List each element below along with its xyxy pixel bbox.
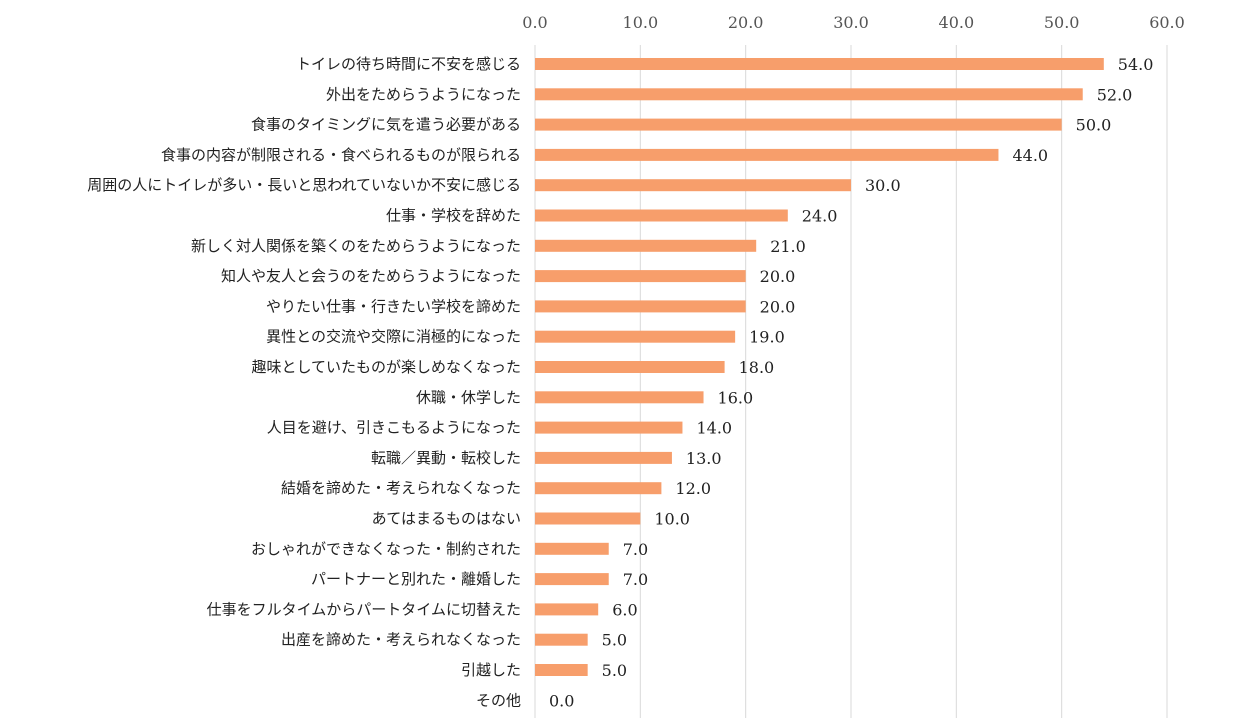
data-label: 19.0: [749, 328, 785, 347]
data-label: 20.0: [760, 267, 796, 286]
category-label: 転職／異動・転校した: [371, 449, 521, 467]
data-label: 52.0: [1097, 85, 1133, 104]
bar: [535, 58, 1104, 70]
bar: [535, 573, 609, 586]
bar: [535, 118, 1062, 131]
data-label: 13.0: [686, 449, 722, 468]
bars: [535, 58, 1104, 676]
data-label: 18.0: [739, 358, 775, 377]
category-label: 出産を諦めた・考えられなくなった: [281, 631, 521, 649]
data-label: 0.0: [549, 691, 574, 710]
bar: [535, 512, 641, 525]
bar: [535, 421, 683, 434]
category-label: おしゃれができなくなった・制約された: [251, 540, 521, 558]
category-label: 趣味としていたものが楽しめなくなった: [251, 358, 521, 376]
x-tick-label: 30.0: [833, 13, 869, 32]
category-label: その他: [476, 691, 521, 709]
data-label: 12.0: [675, 479, 711, 498]
x-tick-label: 0.0: [522, 13, 547, 32]
bar: [535, 633, 588, 646]
x-tick-label: 60.0: [1149, 13, 1185, 32]
category-label: 仕事・学校を辞めた: [386, 207, 521, 225]
bar: [535, 330, 736, 343]
data-label: 20.0: [760, 297, 796, 316]
category-label: やりたい仕事・行きたい学校を諦めた: [266, 297, 521, 315]
category-label: 知人や友人と会うのをためらうようになった: [221, 267, 521, 285]
category-label: 新しく対人関係を築くのをためらうようになった: [191, 237, 521, 255]
data-label: 50.0: [1076, 116, 1112, 135]
category-label: 外出をためらうようになった: [326, 85, 521, 103]
data-label: 14.0: [696, 419, 732, 438]
data-label: 7.0: [623, 540, 648, 559]
data-label: 54.0: [1118, 55, 1154, 74]
bar: [535, 270, 746, 283]
bar: [535, 664, 588, 676]
bar: [535, 542, 609, 555]
x-tick-label: 40.0: [939, 13, 975, 32]
category-label: トイレの待ち時間に不安を感じる: [296, 55, 521, 73]
category-label: 食事の内容が制限される・食べられるものが限られる: [161, 146, 521, 164]
x-tick-label: 50.0: [1044, 13, 1080, 32]
x-tick-label: 10.0: [623, 13, 659, 32]
data-label: 6.0: [612, 600, 637, 619]
data-label: 16.0: [718, 388, 754, 407]
data-label: 5.0: [602, 661, 627, 680]
category-label: 引越した: [461, 661, 521, 679]
bar: [535, 451, 672, 464]
bar: [535, 179, 851, 192]
category-label: 仕事をフルタイムからパートタイムに切替えた: [207, 600, 521, 618]
bar: [535, 148, 999, 161]
bar: [535, 361, 725, 373]
data-label: 5.0: [602, 631, 627, 650]
category-label: 休職・休学した: [416, 388, 521, 406]
category-label: あてはまるものはない: [372, 510, 521, 528]
bar: [535, 209, 788, 222]
category-label: 結婚を諦めた・考えられなくなった: [281, 479, 521, 497]
data-label: 24.0: [802, 207, 838, 226]
x-tick-label: 20.0: [728, 13, 764, 32]
data-label: 44.0: [1012, 146, 1048, 165]
category-label: 周囲の人にトイレが多い・長いと思われていないか不安に感じる: [87, 176, 521, 194]
data-label: 21.0: [770, 237, 806, 256]
bar: [535, 88, 1083, 101]
category-label: 人目を避け、引きこもるようになった: [267, 419, 521, 437]
data-label: 30.0: [865, 176, 901, 195]
bar: [535, 300, 746, 313]
bar: [535, 239, 757, 252]
bar: [535, 391, 704, 404]
category-labels: トイレの待ち時間に不安を感じる外出をためらうようになった食事のタイミングに気を遣…: [87, 55, 521, 709]
category-label: 食事のタイミングに気を遣う必要がある: [251, 116, 521, 134]
category-label: 異性との交流や交際に消極的になった: [266, 328, 521, 346]
bar: [535, 603, 599, 616]
data-labels: 54.0 52.0 50.0 44.0 30.0 24.0 21.0 20.0 20.0 19.0…: [549, 55, 1153, 710]
x-axis-ticks: 0.0 10.0 20.0 30.0 40.0 50.0 60.0: [522, 13, 1185, 32]
category-label: パートナーと別れた・離婚した: [311, 570, 521, 588]
bar: [535, 482, 662, 495]
data-label: 7.0: [623, 570, 648, 589]
data-label: 10.0: [654, 510, 690, 529]
